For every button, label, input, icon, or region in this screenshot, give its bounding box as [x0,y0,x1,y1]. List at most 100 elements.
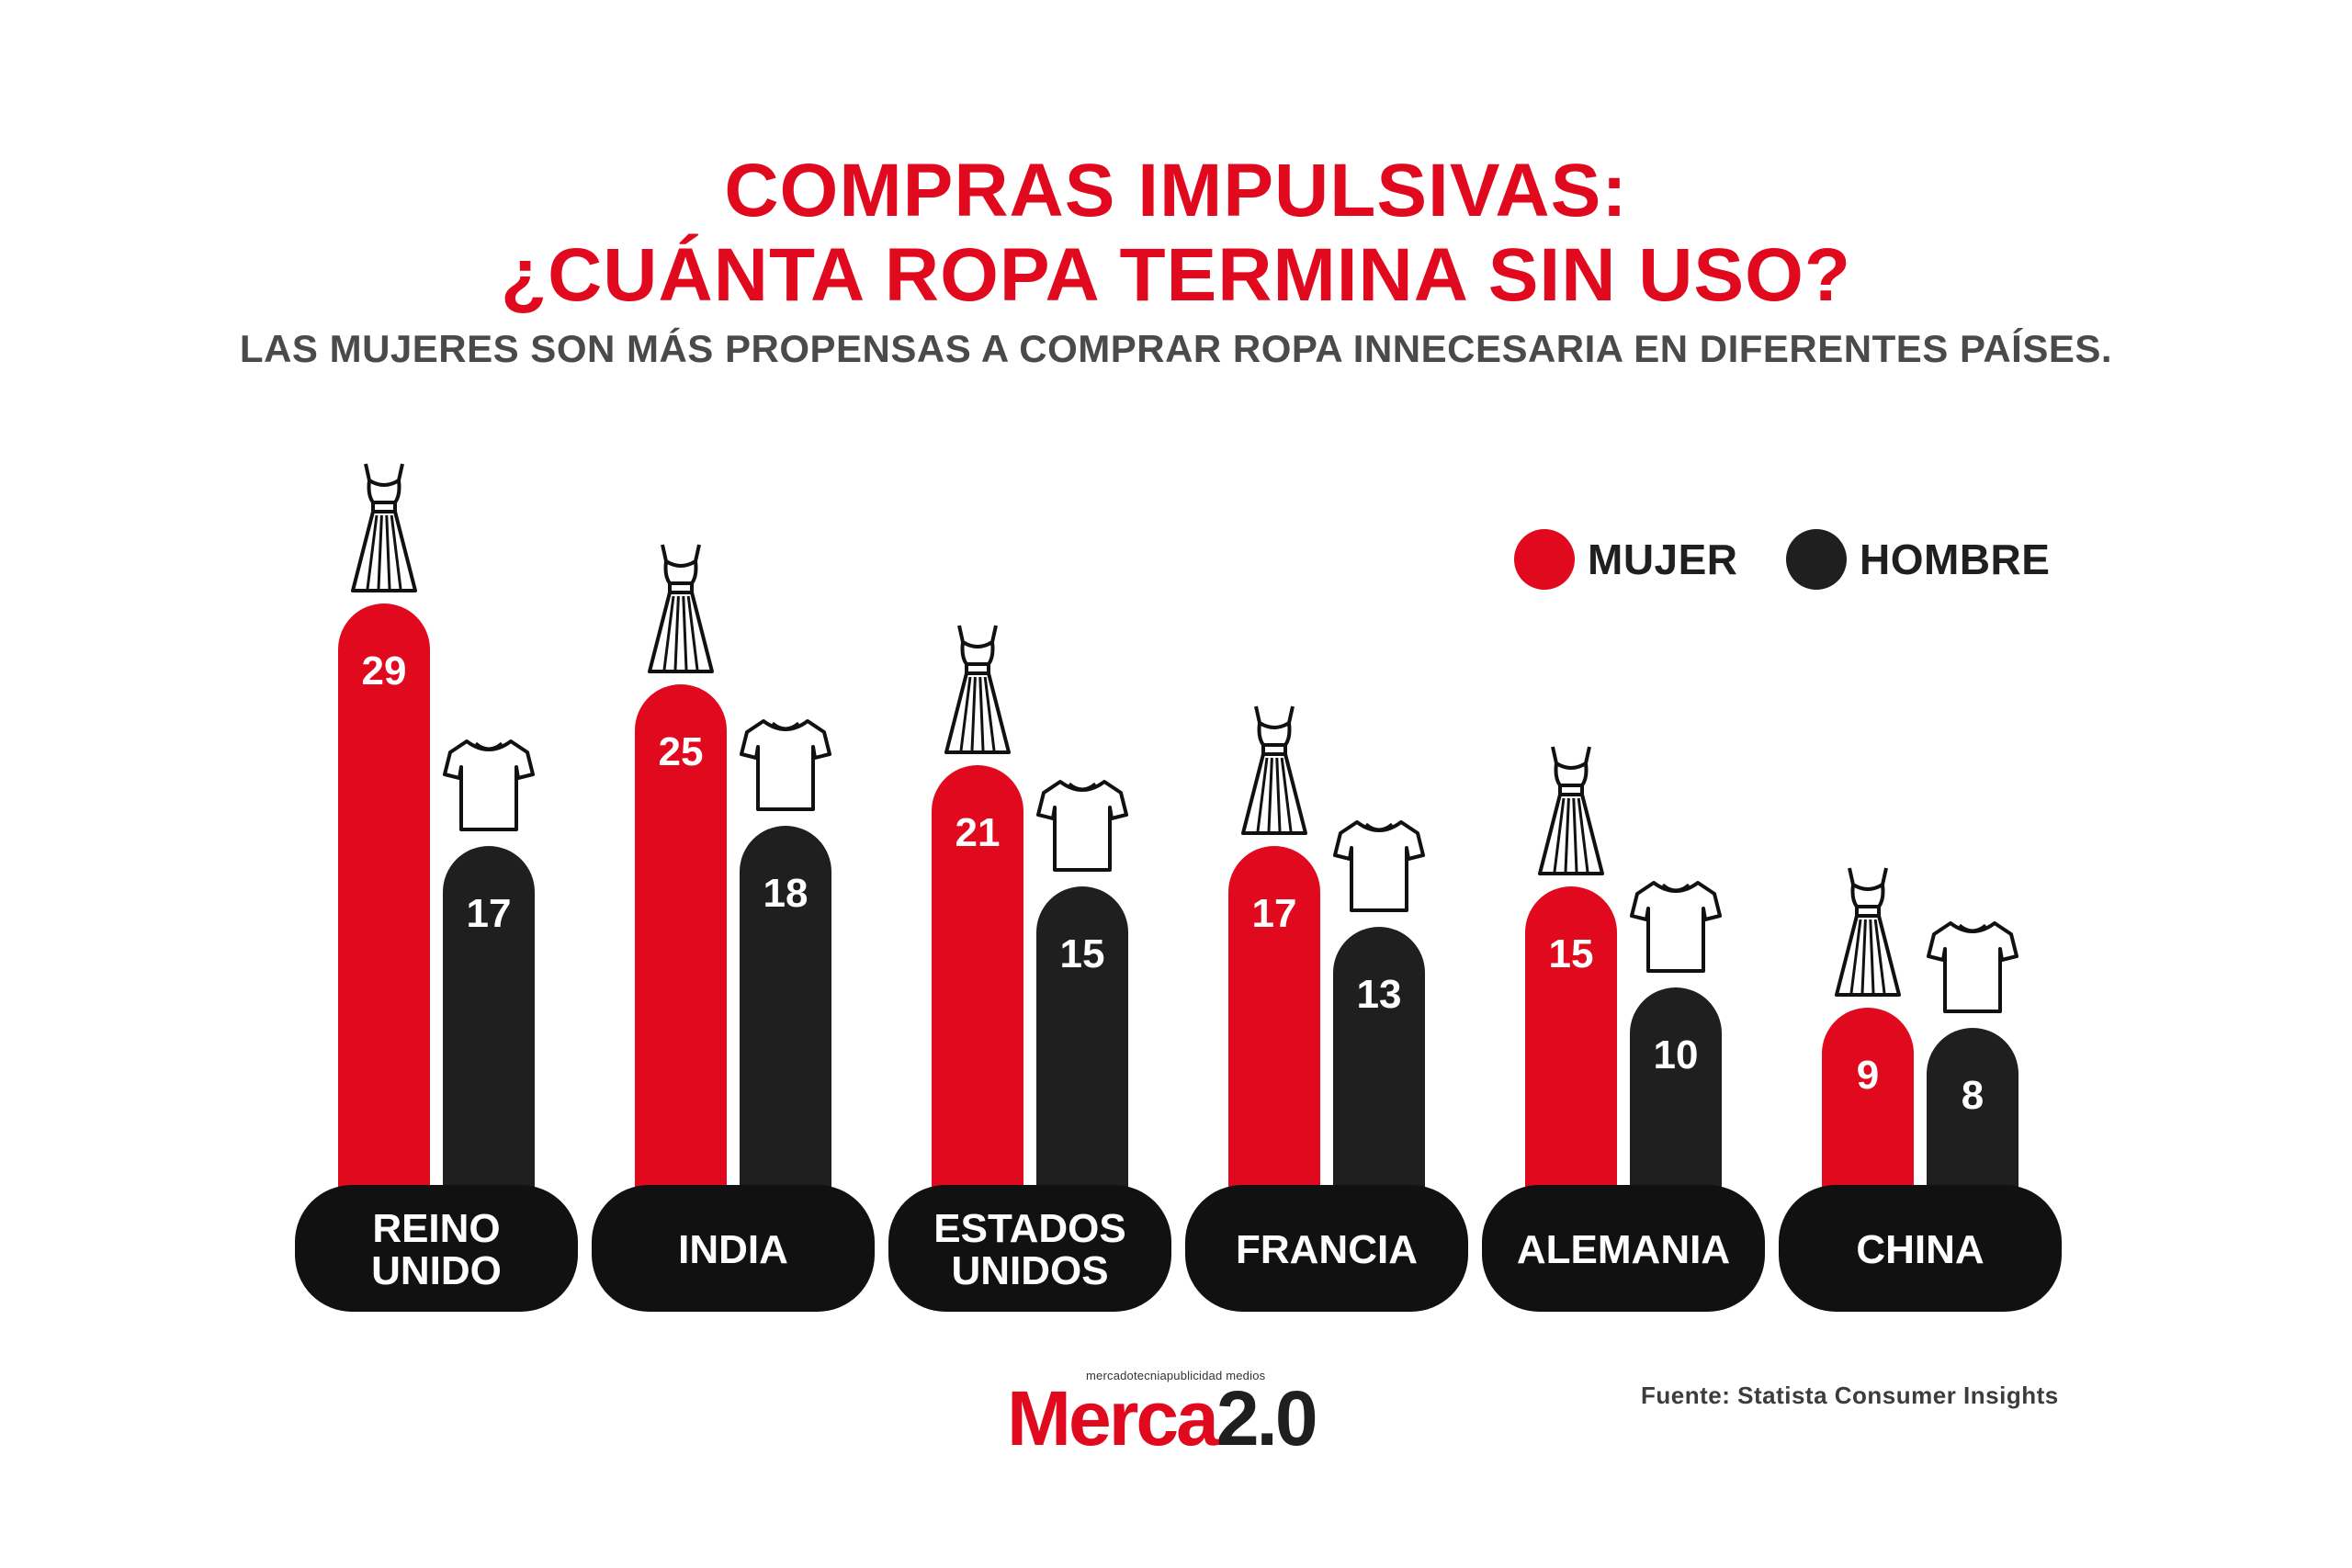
bar-group-india: 25 18 INDIA [592,544,875,1312]
dress-pleat [1849,919,1862,994]
category-label: ESTADOS [933,1206,1125,1251]
value-label-mujer: 9 [1857,1053,1879,1098]
tshirt-icon [443,739,535,831]
dress-icon [1835,867,1901,997]
dress-pleat [978,676,985,751]
category-label: UNIDOS [951,1248,1108,1293]
dress-outline [1835,867,1901,997]
bar-hombre [1927,1028,2018,1190]
bar-hombre [1333,927,1425,1190]
dress-pleat [390,514,402,590]
tshirt-collar [1662,883,1690,892]
dress-icon [1241,705,1307,835]
dress-pleat [673,595,680,671]
tshirt-icon [1333,820,1425,912]
dress-pleat [1256,757,1269,832]
tshirt-icon [740,719,831,811]
category-label: UNIDO [371,1248,502,1293]
dress-pleat [1860,919,1867,994]
dress-pleat [1869,919,1875,994]
value-label-mujer: 17 [1252,891,1297,936]
bar-hombre [443,846,535,1190]
dress-icon [944,625,1011,754]
title-line-1: COMPRAS IMPULSIVAS: [724,149,1628,232]
bar-group-francia: 17 13 FRANCIA [1185,705,1468,1312]
tshirt-outline [1036,780,1128,872]
subtitle: LAS MUJERES SON MÁS PROPENSAS A COMPRAR … [239,327,2113,370]
value-label-hombre: 18 [763,871,808,916]
dress-outline [351,463,417,592]
value-label-mujer: 15 [1549,931,1594,976]
tshirt-outline [1333,820,1425,912]
category-pill [295,1185,578,1312]
dress-icon [648,544,714,673]
bar-group-alemania: 15 10 ALEMANIA [1482,746,1765,1312]
dress-icon [1538,746,1604,875]
dress-pleat [1280,757,1293,832]
title-line-2: ¿CUÁNTA ROPA TERMINA SIN USO? [500,233,1851,317]
tshirt-icon [1036,780,1128,872]
dress-outline [1241,705,1307,835]
legend-dot-mujer [1514,529,1575,590]
dress-pleat [1275,757,1282,832]
category-label: ALEMANIA [1517,1227,1730,1272]
tshirt-icon [1630,881,1722,973]
legend-item-hombre: HOMBRE [1786,527,2050,592]
bar-mujer [1822,1008,1914,1190]
dress-pleat [1873,919,1886,994]
value-label-mujer: 29 [362,649,407,694]
merca-logo: mercadotecniapublicidad medios Merca2.0 [1007,1363,1356,1464]
category-pill [1779,1185,2062,1312]
value-label-mujer: 21 [956,810,1001,855]
dress-pleat [1572,797,1578,873]
tshirt-outline [740,719,831,811]
dress-pleat [377,514,383,590]
bar-hombre [1630,987,1722,1190]
dress-pleat [686,595,699,671]
tshirt-icon [1927,921,2018,1013]
tshirt-outline [1927,921,2018,1013]
bar-hombre [740,826,831,1190]
value-label-hombre: 8 [1962,1073,1984,1118]
value-label-hombre: 13 [1357,972,1402,1017]
value-label-hombre: 15 [1060,931,1105,976]
tshirt-outline [443,739,535,831]
category-label: REINO [372,1206,500,1251]
value-label-hombre: 17 [467,891,512,936]
legend-item-mujer: MUJER [1514,527,1738,592]
dress-pleat [970,676,977,751]
value-label-hombre: 10 [1654,1032,1699,1077]
category-pill [1482,1185,1765,1312]
dress-pleat [1564,797,1570,873]
value-label-mujer: 25 [659,729,704,774]
dress-pleat [983,676,996,751]
tshirt-collar [772,721,799,730]
dress-pleat [1553,797,1566,873]
bar-hombre [1036,886,1128,1190]
category-label: FRANCIA [1236,1227,1418,1272]
dress-pleat [385,514,391,590]
category-pill [1185,1185,1468,1312]
category-label: CHINA [1856,1227,1984,1272]
dress-icon [351,463,417,592]
bar-mujer [338,604,430,1190]
dress-pleat [662,595,675,671]
legend-label-hombre: HOMBRE [1860,536,2051,583]
bar-mujer [635,684,727,1190]
dress-pleat [1577,797,1589,873]
bar-mujer [932,765,1023,1190]
tshirt-collar [475,741,503,750]
logo-wordmark: Merca2.0 [1007,1374,1318,1462]
bar-mujer [1525,886,1617,1190]
category-pill [592,1185,875,1312]
bar-group-china: 9 8 CHINA [1779,867,2062,1312]
category-label: INDIA [678,1227,788,1272]
bar-mujer [1228,846,1320,1190]
dress-outline [1538,746,1604,875]
logo-merca-text: Merca [1007,1375,1219,1461]
logo-number-text: 2.0 [1216,1375,1318,1461]
dress-outline [648,544,714,673]
